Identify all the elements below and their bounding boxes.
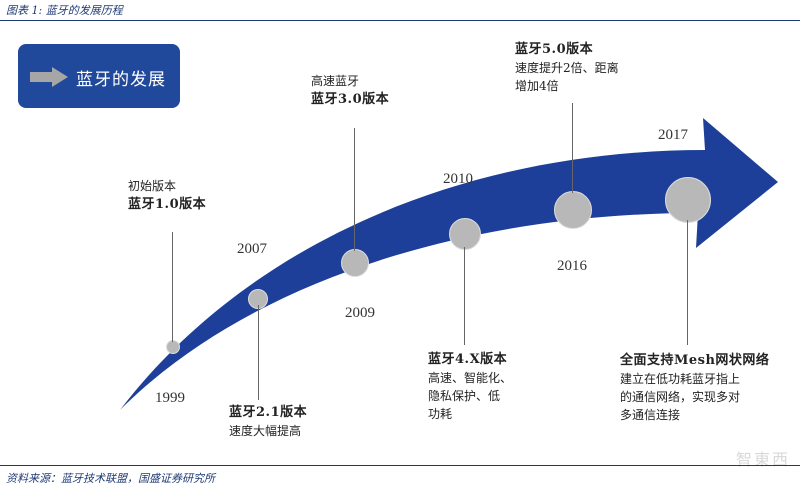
milestone-v4-desc3: 功耗 — [428, 407, 453, 421]
year-2010: 2010 — [443, 171, 473, 187]
title-badge: 蓝牙的发展 — [18, 44, 180, 108]
milestone-v5-desc1: 速度提升2倍、距离 — [515, 61, 619, 75]
connector-v3 — [354, 128, 355, 251]
milestone-v4-desc2: 隐私保护、低 — [428, 389, 501, 403]
milestone-note-v4: 蓝牙4.X版本 高速、智能化、 隐私保护、低 功耗 — [428, 350, 512, 423]
milestone-note-mesh: 全面支持Mesh网状网络 建立在低功耗蓝牙指上 的通信网络，实现多对 多通信连接 — [620, 351, 769, 424]
year-2007: 2007 — [237, 241, 267, 257]
milestone-v1-version: 蓝牙1.0版本 — [128, 197, 207, 212]
year-2017: 2017 — [658, 127, 688, 143]
connector-v4 — [464, 247, 465, 345]
badge-label: 蓝牙的发展 — [76, 70, 166, 90]
figure-caption: 图表 1: 蓝牙的发展历程 — [6, 4, 123, 17]
year-2016: 2016 — [557, 258, 587, 274]
milestone-v2-desc: 速度大幅提高 — [229, 424, 302, 438]
connector-mesh — [687, 220, 688, 345]
year-1999: 1999 — [155, 390, 185, 406]
milestone-v1-line1: 初始版本 — [128, 179, 177, 193]
milestone-v3-line1: 高速蓝牙 — [311, 74, 360, 88]
milestone-v5-desc2: 增加4倍 — [515, 79, 559, 93]
milestone-note-v2: 蓝牙2.1版本 速度大幅提高 — [229, 403, 307, 440]
milestone-mesh-desc2: 的通信网络，实现多对 — [620, 390, 741, 404]
milestone-dot-2010 — [449, 218, 481, 250]
milestone-dot-2017 — [665, 177, 711, 223]
connector-v2 — [258, 305, 259, 400]
connector-v1 — [172, 232, 173, 342]
milestone-dot-2016 — [554, 191, 592, 229]
timeline-arrow — [120, 118, 778, 410]
milestone-v4-desc1: 高速、智能化、 — [428, 371, 513, 385]
connector-v5 — [572, 103, 573, 193]
bottom-divider — [0, 465, 800, 466]
source-note: 资料来源：蓝牙技术联盟，国盛证券研究所 — [6, 472, 215, 485]
milestone-mesh-desc1: 建立在低功耗蓝牙指上 — [620, 372, 741, 386]
milestone-note-v3: 高速蓝牙 蓝牙3.0版本 — [311, 72, 389, 109]
milestone-v3-version: 蓝牙3.0版本 — [311, 92, 390, 107]
milestone-dot-2009 — [341, 249, 369, 277]
milestone-dot-1999 — [166, 340, 180, 354]
year-2009: 2009 — [345, 305, 375, 321]
milestone-mesh-desc3: 多通信连接 — [620, 408, 681, 422]
milestone-v5-version: 蓝牙5.0版本 — [515, 42, 594, 57]
watermark-logo: 智東西 — [735, 450, 790, 469]
milestone-v2-version: 蓝牙2.1版本 — [229, 405, 308, 420]
arrow-right-icon — [30, 67, 68, 87]
milestone-mesh-title: 全面支持Mesh网状网络 — [620, 353, 770, 368]
milestone-note-v1: 初始版本 蓝牙1.0版本 — [128, 177, 206, 214]
top-divider — [0, 20, 800, 21]
milestone-v4-version: 蓝牙4.X版本 — [428, 352, 508, 367]
milestone-note-v5: 蓝牙5.0版本 速度提升2倍、距离 增加4倍 — [515, 40, 619, 95]
